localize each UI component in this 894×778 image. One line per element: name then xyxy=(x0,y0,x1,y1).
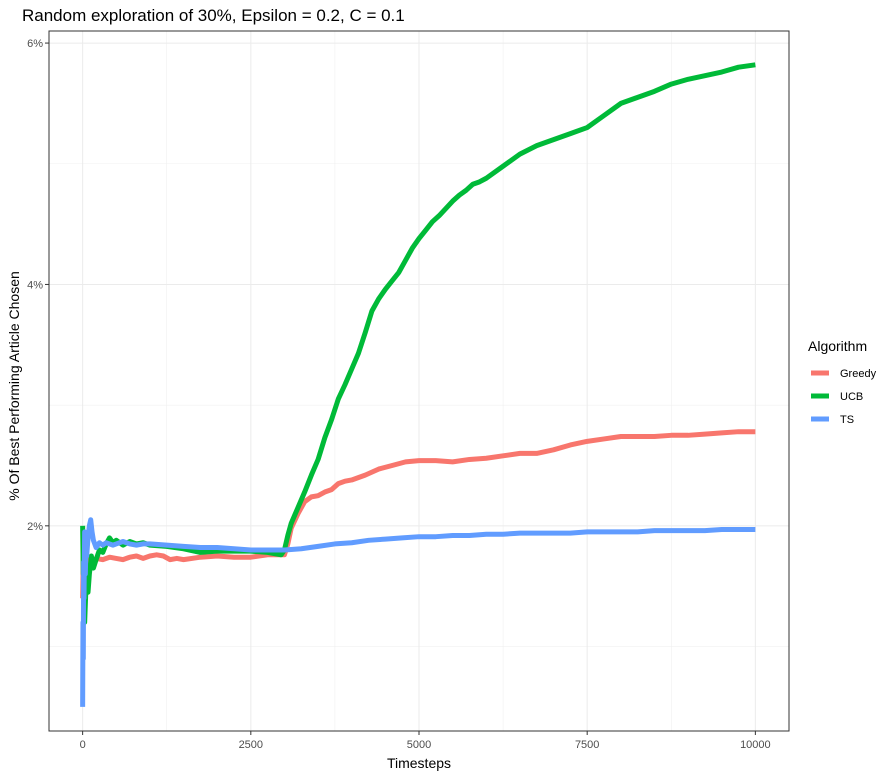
legend-label-ucb: UCB xyxy=(840,391,863,403)
legend-item-greedy: Greedy xyxy=(811,368,877,380)
plot-panel xyxy=(48,30,790,732)
legend-items: Greedy UCB TS xyxy=(811,368,877,426)
y-tick-label: 2% xyxy=(27,521,43,533)
y-axis-title: % Of Best Performing Article Chosen xyxy=(6,271,22,501)
x-tick-label: 7500 xyxy=(575,739,599,751)
series-line-greedy xyxy=(80,429,756,599)
x-axis-ticks: 0 2500 5000 7500 10000 xyxy=(80,731,771,751)
grid-major xyxy=(49,31,789,731)
legend-label-greedy: Greedy xyxy=(840,368,877,380)
x-tick-label: 5000 xyxy=(407,739,431,751)
series-lines xyxy=(80,62,756,707)
y-tick-label: 4% xyxy=(27,279,43,291)
legend: Algorithm Greedy UCB TS xyxy=(808,338,877,426)
y-axis-ticks: 2% 4% 6% xyxy=(27,38,49,533)
legend-label-ts: TS xyxy=(840,414,854,426)
legend-title: Algorithm xyxy=(808,338,867,354)
legend-item-ts: TS xyxy=(811,414,854,426)
chart-title: Random exploration of 30%, Epsilon = 0.2… xyxy=(22,6,405,25)
series-line-ts xyxy=(80,517,756,707)
series-line-ucb xyxy=(80,62,756,625)
y-tick-label: 6% xyxy=(27,38,43,50)
x-axis-title: Timesteps xyxy=(387,755,451,771)
x-tick-label: 10000 xyxy=(740,739,771,751)
x-tick-label: 2500 xyxy=(239,739,263,751)
legend-item-ucb: UCB xyxy=(811,391,863,403)
x-tick-label: 0 xyxy=(80,739,86,751)
